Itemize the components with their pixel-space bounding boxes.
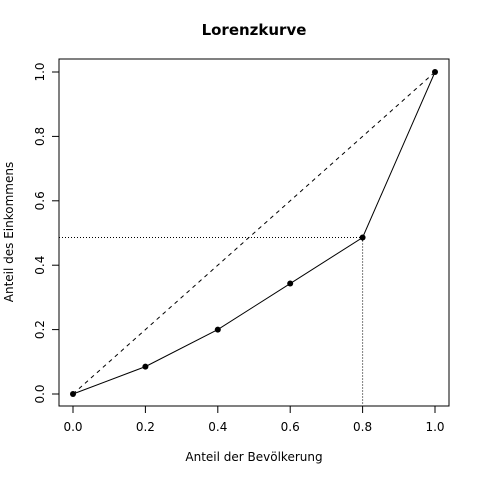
y-tick-label: 0.0 <box>33 384 47 403</box>
y-tick-label: 0.6 <box>33 191 47 210</box>
x-axis-label: Anteil der Bevölkerung <box>185 450 322 464</box>
y-axis: 0.0 0.2 0.4 0.6 0.8 1.0 <box>33 62 59 404</box>
x-tick-label: 1.0 <box>425 420 444 434</box>
x-tick-label: 0.6 <box>281 420 300 434</box>
chart-title: Lorenzkurve <box>202 21 307 39</box>
x-tick-label: 0.0 <box>63 420 82 434</box>
data-point <box>287 280 294 287</box>
data-point <box>359 234 366 241</box>
y-tick-label: 0.4 <box>33 256 47 275</box>
y-tick-label: 0.2 <box>33 320 47 339</box>
data-point <box>432 69 438 75</box>
x-tick-label: 0.4 <box>208 420 227 434</box>
plot-frame <box>58 58 450 407</box>
plot-area <box>59 69 438 406</box>
y-tick-label: 0.8 <box>33 127 47 146</box>
data-point <box>142 363 149 370</box>
data-point <box>70 391 76 397</box>
data-point <box>214 326 221 333</box>
y-tick-label: 1.0 <box>33 62 47 81</box>
x-axis: 0.0 0.2 0.4 0.6 0.8 1.0 <box>63 406 445 434</box>
lorenz-curve-line <box>72 71 436 395</box>
equality-line <box>72 71 436 395</box>
x-tick-label: 0.2 <box>136 420 155 434</box>
y-axis-label: Anteil des Einkommens <box>2 162 16 302</box>
x-tick-label: 0.8 <box>353 420 372 434</box>
